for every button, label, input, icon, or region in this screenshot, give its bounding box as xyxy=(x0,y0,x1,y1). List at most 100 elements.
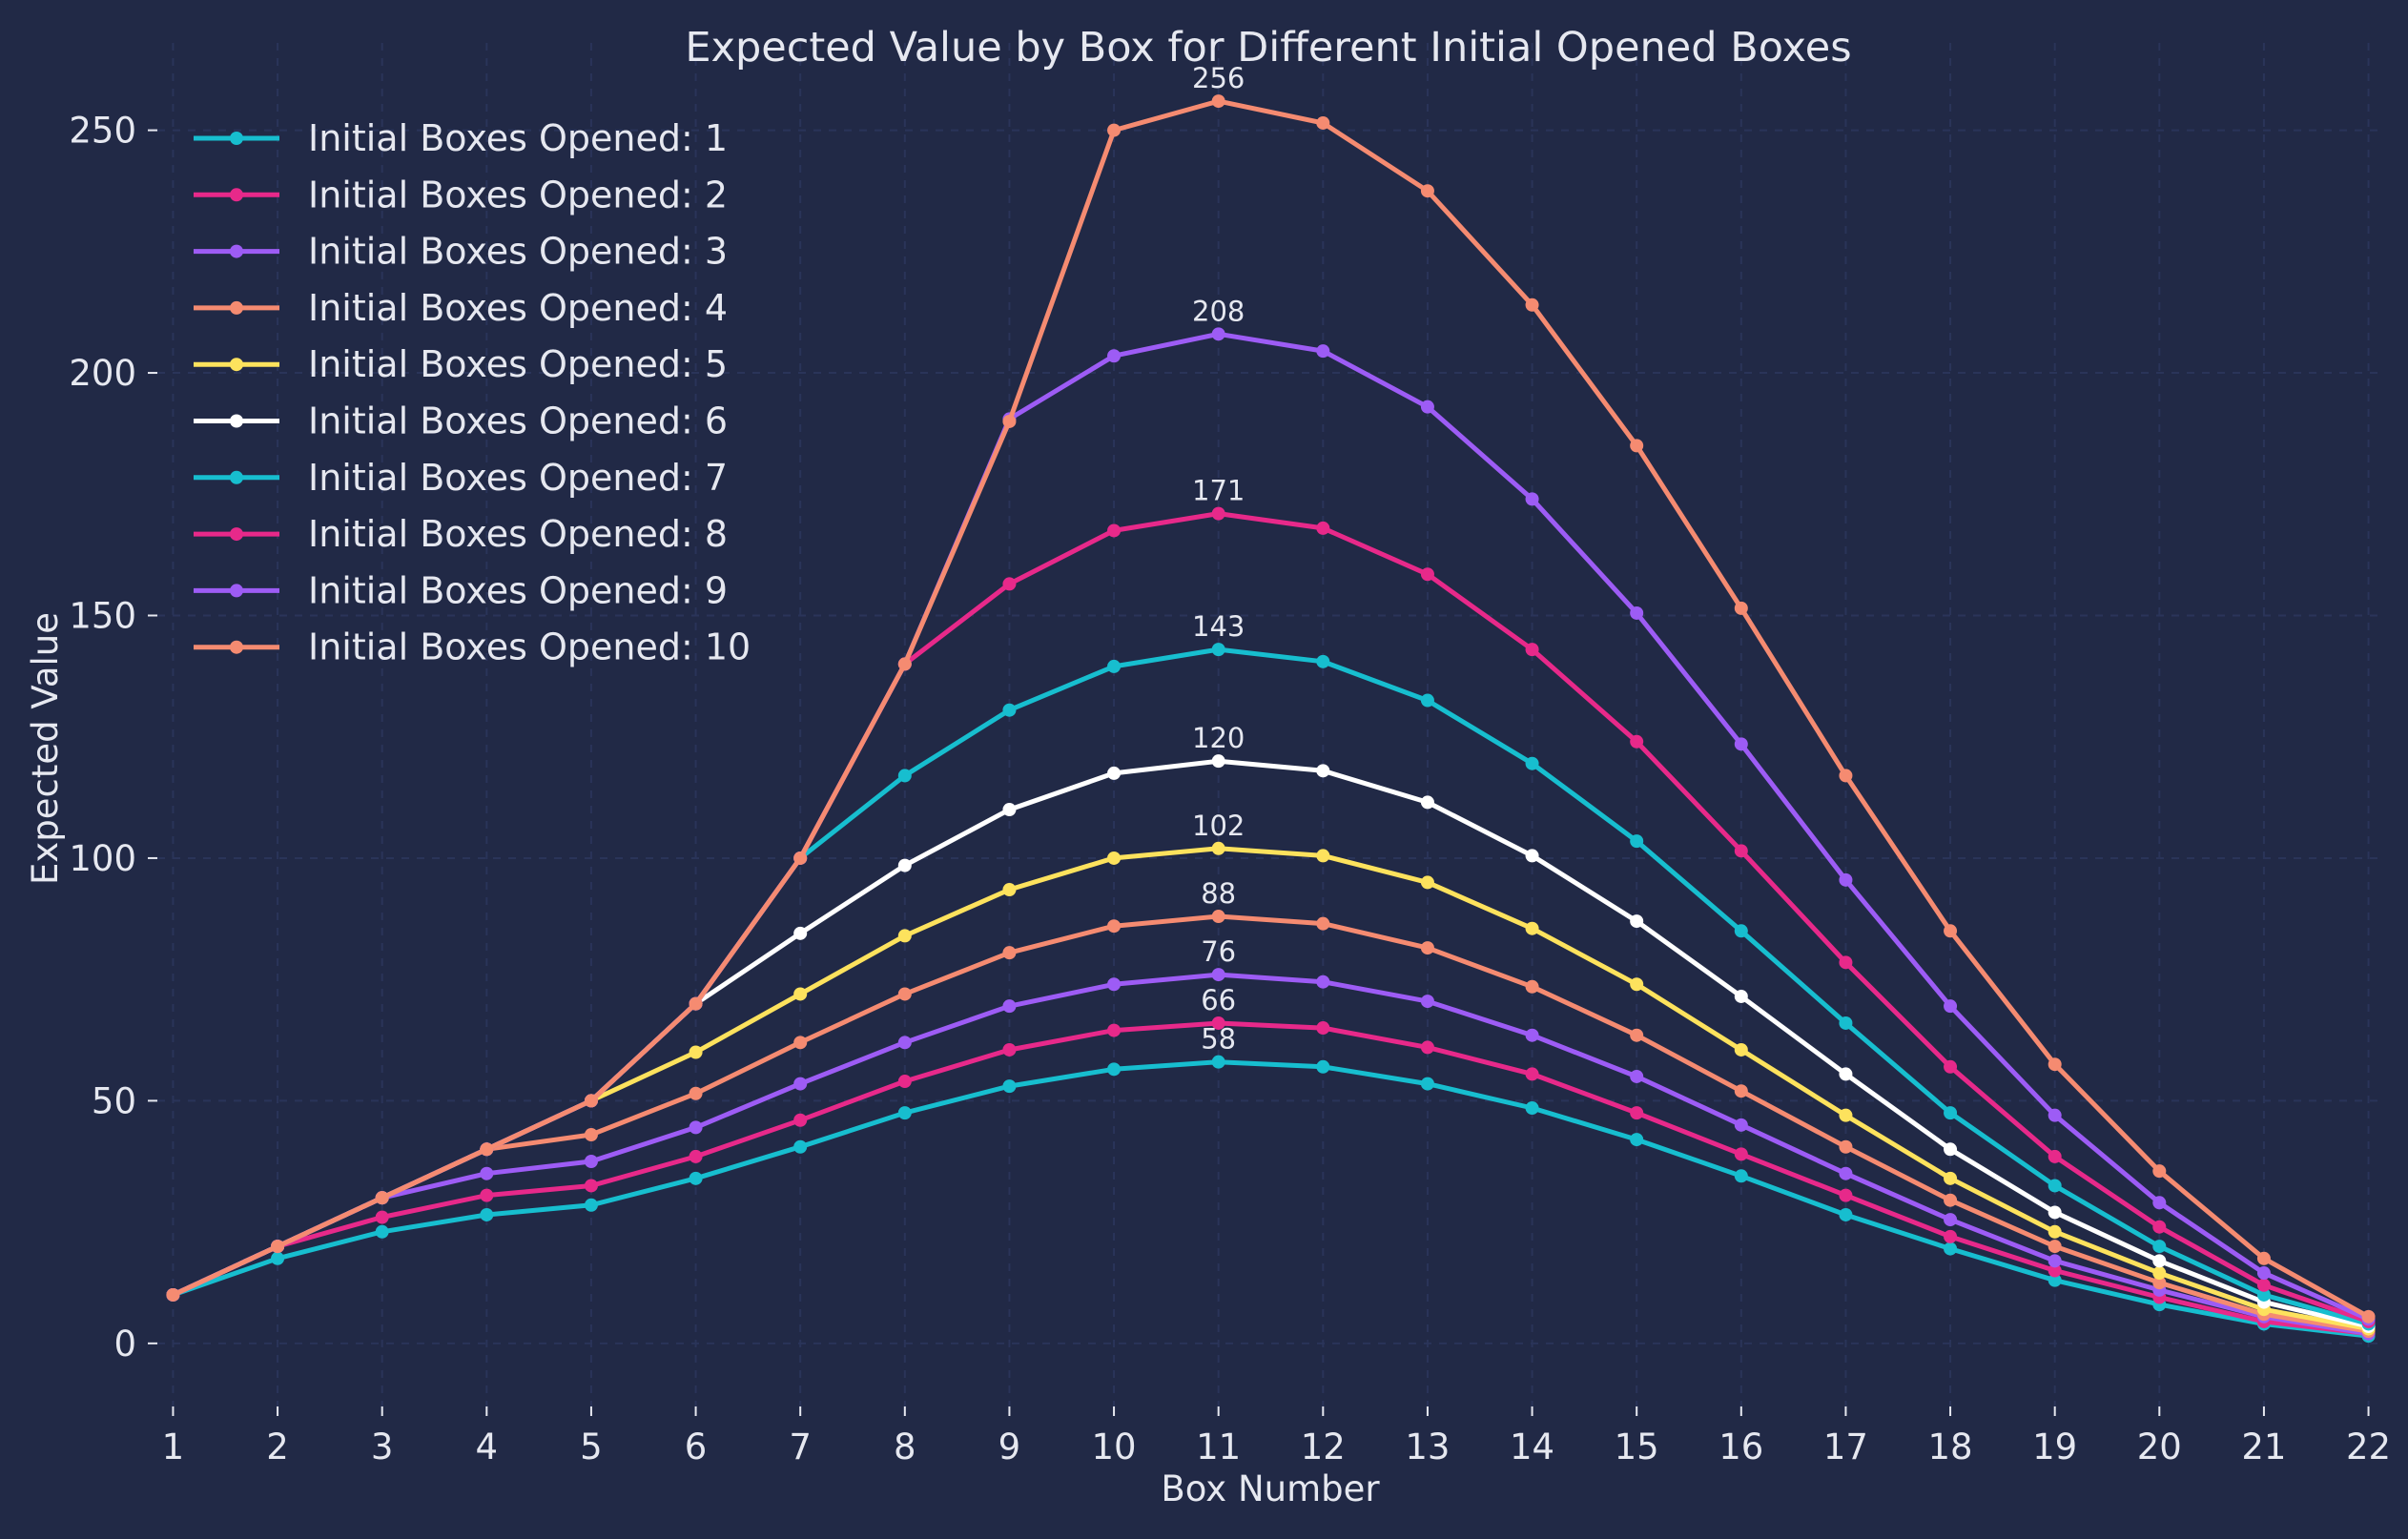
data-point xyxy=(1420,1040,1434,1055)
data-point xyxy=(1839,1016,1853,1030)
legend: Initial Boxes Opened: 1 Initial Boxes Ope… xyxy=(194,117,751,668)
data-point xyxy=(2256,1287,2271,1302)
data-point xyxy=(584,1179,598,1193)
legend-item: Initial Boxes Opened: 8 xyxy=(194,513,728,555)
data-point xyxy=(897,1036,912,1050)
data-point xyxy=(271,1251,285,1265)
data-point xyxy=(2152,1254,2167,1268)
data-point xyxy=(1107,1023,1122,1037)
data-point xyxy=(1734,1042,1748,1057)
data-point xyxy=(1734,1147,1748,1161)
data-point xyxy=(897,1106,912,1120)
data-point xyxy=(375,1210,389,1224)
legend-marker xyxy=(230,358,243,372)
data-point xyxy=(1316,115,1330,130)
data-point xyxy=(1002,577,1017,591)
legend-item: Initial Boxes Opened: 2 xyxy=(194,174,728,215)
x-tick-label: 16 xyxy=(1719,1426,1763,1467)
series-line xyxy=(172,913,2370,1334)
data-point xyxy=(1107,659,1122,673)
data-point xyxy=(689,1086,703,1100)
data-point xyxy=(1002,414,1017,428)
data-point xyxy=(480,1188,494,1202)
data-point xyxy=(793,1113,808,1127)
series-10 xyxy=(166,94,2376,1324)
legend-item: Initial Boxes Opened: 3 xyxy=(194,231,728,273)
series-line xyxy=(172,1059,2369,1339)
data-point xyxy=(897,769,912,783)
series-layer xyxy=(166,94,2376,1344)
data-point xyxy=(689,1149,703,1163)
data-point xyxy=(1525,1028,1539,1042)
legend-marker xyxy=(230,132,243,145)
data-point xyxy=(2048,1205,2062,1220)
y-tick-label: 250 xyxy=(69,111,136,152)
legend-marker xyxy=(230,414,243,428)
data-point xyxy=(1944,1142,1958,1157)
data-point xyxy=(1944,1106,1958,1120)
data-point xyxy=(1002,803,1017,817)
data-point xyxy=(1734,1169,1748,1183)
x-tick-label: 9 xyxy=(998,1426,1021,1467)
data-point xyxy=(2152,1276,2167,1290)
x-tick-label: 1 xyxy=(162,1426,185,1467)
data-point xyxy=(1002,1042,1017,1057)
x-tick-label: 2 xyxy=(266,1426,289,1467)
data-point xyxy=(2256,1251,2271,1265)
data-point xyxy=(584,1198,598,1212)
data-point xyxy=(1420,795,1434,810)
data-point xyxy=(1420,567,1434,582)
data-point xyxy=(1944,1241,1958,1256)
x-tick-label: 22 xyxy=(2346,1426,2391,1467)
x-tick-label: 19 xyxy=(2032,1426,2077,1467)
data-point xyxy=(1525,921,1539,935)
data-point xyxy=(1211,841,1225,855)
data-point xyxy=(2152,1220,2167,1234)
data-point xyxy=(1944,999,1958,1014)
data-point xyxy=(2152,1266,2167,1281)
data-point xyxy=(2048,1108,2062,1122)
data-point xyxy=(1944,1229,1958,1243)
peak-value-label: 256 xyxy=(1192,62,1245,94)
legend-label: Initial Boxes Opened: 8 xyxy=(308,513,728,555)
x-axis-label: Box Number xyxy=(1161,1468,1380,1509)
data-point xyxy=(1630,977,1644,992)
legend-marker xyxy=(230,527,243,542)
x-tick-label: 20 xyxy=(2137,1426,2182,1467)
peak-value-label: 66 xyxy=(1201,984,1236,1016)
data-point xyxy=(897,1075,912,1089)
data-point xyxy=(793,1036,808,1050)
data-point xyxy=(1211,506,1225,521)
data-point xyxy=(2152,1240,2167,1254)
data-point xyxy=(897,987,912,1001)
legend-label: Initial Boxes Opened: 5 xyxy=(308,343,728,385)
data-point xyxy=(689,1171,703,1185)
legend-label: Initial Boxes Opened: 7 xyxy=(308,457,728,499)
legend-item: Initial Boxes Opened: 10 xyxy=(194,626,751,668)
data-point xyxy=(1630,734,1644,749)
data-point xyxy=(375,1191,389,1205)
x-tick-label: 10 xyxy=(1092,1426,1137,1467)
x-tick-label: 12 xyxy=(1301,1426,1346,1467)
data-point xyxy=(2256,1266,2271,1281)
data-point xyxy=(1839,955,1853,970)
legend-label: Initial Boxes Opened: 6 xyxy=(308,400,728,442)
data-point xyxy=(375,1224,389,1239)
data-point xyxy=(166,1287,180,1302)
data-point xyxy=(1525,1101,1539,1116)
data-point xyxy=(793,926,808,940)
data-point xyxy=(1525,1067,1539,1081)
data-point xyxy=(1316,521,1330,535)
x-axis-ticks: 1 2 3 4 5 6 7 8 9 10 11 12 13 14 15 16 17 18 19 20 21 22 xyxy=(162,1406,2391,1467)
x-tick-label: 13 xyxy=(1405,1426,1450,1467)
series-line xyxy=(172,98,2370,1320)
data-point xyxy=(1316,1021,1330,1036)
data-point xyxy=(1002,883,1017,897)
data-point xyxy=(584,1094,598,1108)
legend-marker xyxy=(230,244,243,258)
data-point xyxy=(1839,1166,1853,1180)
data-point xyxy=(1734,737,1748,751)
x-tick-label: 5 xyxy=(580,1426,603,1467)
series-3 xyxy=(166,968,2376,1341)
